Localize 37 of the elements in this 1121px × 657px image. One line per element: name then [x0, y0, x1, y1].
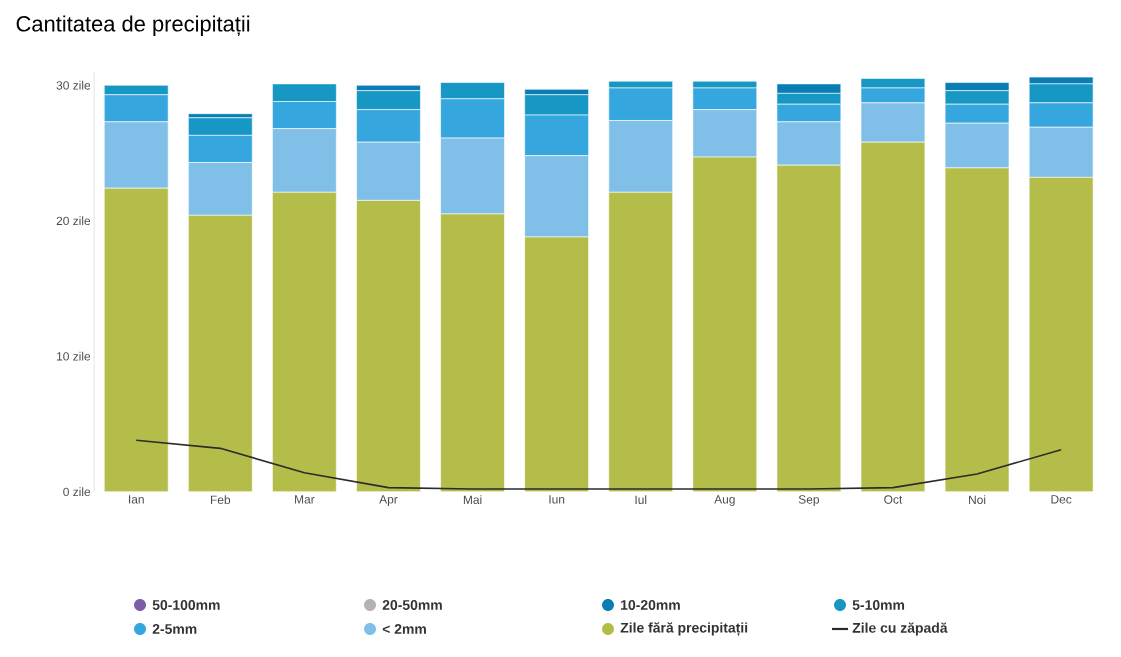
x-tick-label: Ian: [129, 495, 144, 504]
bar: [188, 215, 253, 492]
legend-label: 2-5mm: [152, 624, 197, 634]
x-tick-label: Feb: [210, 495, 231, 504]
x-tick-label: Sep: [798, 495, 820, 507]
bar: [104, 188, 169, 492]
bar: [776, 165, 841, 492]
legend-label: 20-50mm: [382, 600, 442, 610]
bar: [861, 142, 925, 492]
legend-label: 5-10mm: [852, 600, 905, 610]
bar: [608, 192, 673, 492]
bar: [524, 236, 589, 492]
bar: [945, 167, 1010, 492]
bar: [1028, 177, 1094, 492]
x-tick-label: Mai: [463, 495, 482, 504]
bar: [272, 192, 337, 492]
x-tick-label: Apr: [379, 495, 398, 506]
x-tick-label: Mar: [295, 495, 315, 504]
x-tick-label: Iun: [549, 495, 565, 504]
bar: [440, 213, 505, 492]
y-tick-label: 10 zile: [57, 351, 91, 361]
legend-label: Zile fără precipitații: [620, 622, 748, 636]
legend-label: 10-20mm: [621, 600, 680, 610]
x-tick-label: Iul: [635, 495, 647, 504]
bar: [692, 157, 757, 492]
legend-label: 50-100mm: [152, 600, 220, 610]
x-tick-label: Aug: [714, 495, 735, 506]
legend-label: < 2mm: [382, 624, 426, 634]
x-tick-label: Oct: [884, 495, 903, 504]
y-tick-label: 0 zile: [63, 487, 91, 497]
x-tick-label: Noi: [969, 495, 986, 504]
x-tick-label: Dec: [1051, 495, 1072, 504]
y-tick-label: 20 zile: [56, 216, 91, 226]
bar: [356, 200, 421, 492]
legend-label: Zile cu zăpadă: [852, 622, 948, 636]
chart-title: Cantitatea de precipitații: [16, 15, 250, 37]
y-tick-label: 30 zile: [56, 80, 91, 90]
